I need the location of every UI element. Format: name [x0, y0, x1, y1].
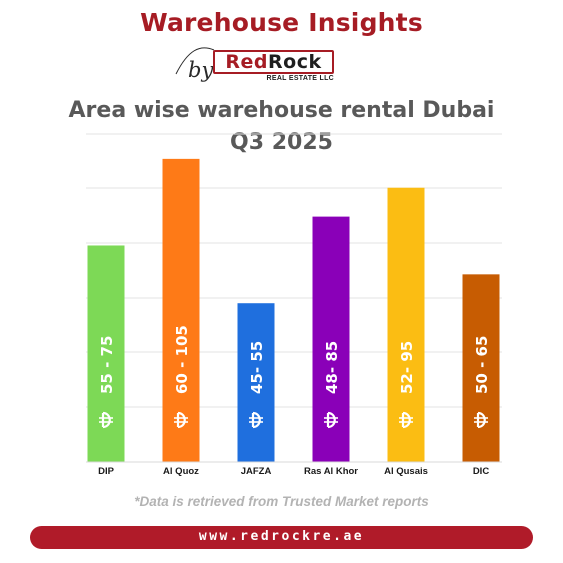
- bar-group: 48- 85: [312, 216, 350, 462]
- logo-wordmark: RedRock: [213, 51, 334, 73]
- bar: [462, 274, 500, 462]
- dirham-icon: [474, 411, 488, 429]
- header-title: Warehouse Insights: [140, 8, 423, 37]
- bar: [312, 216, 350, 462]
- bar-value-label: 48- 85: [323, 341, 341, 394]
- swoosh-decoration: [175, 47, 215, 75]
- bar: [162, 158, 200, 462]
- bar-value-label: 45- 55: [248, 341, 266, 394]
- bar-group: 50 - 65: [462, 274, 500, 462]
- dirham-icon: [399, 411, 413, 429]
- logo-part-red: Red: [225, 51, 269, 73]
- bar-group: 60 - 105: [162, 158, 200, 462]
- bar: [387, 187, 425, 462]
- category-label: Al Quoz: [163, 466, 199, 477]
- category-label: JAFZA: [241, 466, 272, 477]
- logo-frame: [213, 50, 334, 74]
- category-label: Ras Al Khor: [304, 466, 358, 477]
- dirham-icon: [249, 411, 263, 429]
- footnote: *Data is retrieved from Trusted Market r…: [134, 494, 429, 509]
- logo-part-rock: Rock: [268, 51, 322, 73]
- dirham-icon: [99, 411, 113, 429]
- bar-group: 52- 95: [387, 187, 425, 462]
- chart-title: Area wise warehouse rental Dubai Q3 2025: [0, 95, 563, 159]
- bar-value-label: 50 - 65: [473, 336, 491, 394]
- by-text: by: [188, 58, 214, 82]
- bar-value-label: 60 - 105: [173, 325, 191, 394]
- category-label: DIC: [473, 466, 490, 477]
- website-url[interactable]: www.redrockre.ae: [198, 529, 365, 544]
- category-label: Al Qusais: [384, 466, 428, 477]
- website-banner[interactable]: www.redrockre.ae: [30, 526, 533, 549]
- bar-value-label: 55 - 75: [98, 336, 116, 394]
- bar-value-label: 52- 95: [398, 341, 416, 394]
- category-label: DIP: [98, 466, 115, 477]
- redrock-logo: RedRock REAL ESTATE LLC: [213, 50, 334, 88]
- logo-subtitle: REAL ESTATE LLC: [266, 75, 334, 82]
- dirham-icon: [174, 411, 188, 429]
- bar: [237, 303, 275, 462]
- dirham-icon: [324, 411, 338, 429]
- bar-group: 55 - 75: [87, 245, 125, 462]
- bar-group: 45- 55: [237, 303, 275, 462]
- chart-title-line1: Area wise warehouse rental Dubai: [68, 98, 495, 123]
